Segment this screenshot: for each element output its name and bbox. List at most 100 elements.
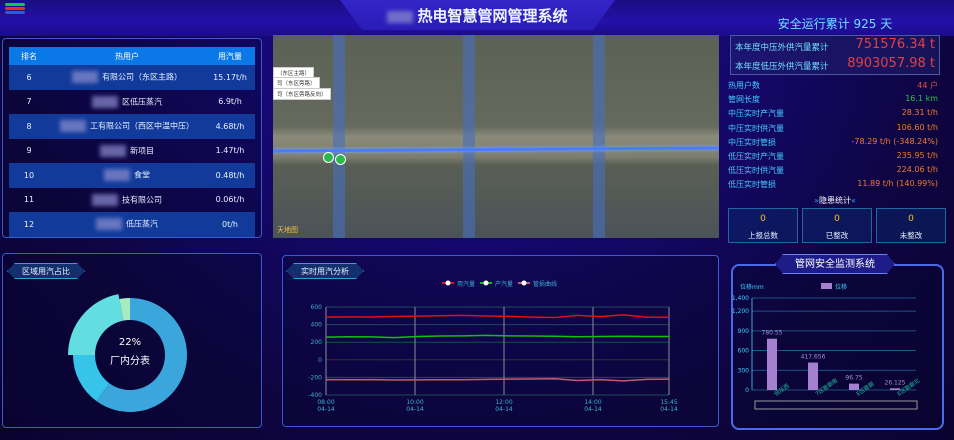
bar-value-label: 96.75 [845,375,862,382]
legend-label[interactable]: 产汽量 [495,280,513,288]
stat-row: 低压实时管损 11.89 t/h (140.99%) [728,179,938,190]
usage-cell: 1.47t/h [215,146,245,156]
page-title-text: 热电智慧管网管理系统 [417,7,568,25]
bar[interactable] [849,383,859,390]
stat-label: 热用户数 [728,81,760,90]
y-tick-label: 600 [311,304,323,311]
stat-row: 中压实时供汽量 106.60 t/h [728,123,938,134]
x-tick-label: 08:00 [317,399,334,406]
legend-label[interactable]: 管损曲线 [533,280,557,288]
donut-chart [68,294,187,412]
map-watermark: 天地图 [277,226,298,234]
bar-chart-title-text: 管网安全监测系统 [795,259,875,270]
hazard-box[interactable]: 0 已整改 [802,208,872,243]
rank-cell: 12 [9,212,49,237]
rank-cell: 9 [26,146,32,156]
stat-row: 管网长度 16.1 km [728,94,938,105]
hazard-label: 上报总数 [748,231,778,240]
table-row[interactable]: 9 新项目 1.47t/h [9,139,255,164]
user-cell: 食堂 [49,163,205,188]
bar-value-label: 780.55 [762,330,783,337]
bar[interactable] [808,362,818,390]
stat-value: 235.95 t/h [896,151,938,160]
col-rank: 排名 [9,47,49,65]
y-tick-label: 0 [318,357,322,364]
hazard-count: 0 [760,214,766,224]
line-chart: 用汽量 产汽量 管损曲线6004002000-200-40008:0004-1410… [308,280,678,413]
line-chart-panel [282,255,719,427]
stat-row: 低压实时供汽量 224.06 t/h [728,165,938,176]
legend-label[interactable]: 位移 [835,283,847,291]
x-tick-date: 04-14 [584,406,602,413]
hazard-count: 0 [834,214,840,224]
rank-cell: 11 [23,195,35,205]
legend-label[interactable]: 用汽量 [457,280,475,288]
series-line[interactable] [325,334,669,339]
user-cell: 新项目 [49,139,205,164]
redacted-text [92,95,118,108]
donut-slice[interactable] [68,294,124,355]
series-line[interactable] [325,377,670,382]
rank-cell: 7 [26,97,32,107]
usage-cell: 0.06t/h [215,195,245,205]
bar-value-label: 26.125 [885,379,906,386]
y-tick-label: 900 [738,328,750,335]
bar[interactable] [890,388,900,390]
table-row[interactable]: 12 低压蒸汽 0t/h [9,212,255,237]
bar-chart-panel [731,264,944,430]
valve-icon[interactable] [323,152,334,163]
y-tick-label: 300 [738,367,750,374]
bar-value-label: 417.656 [801,354,826,361]
x-tick-label: 12:00 [495,399,512,406]
y-tick-label: 200 [311,339,323,346]
redacted-text [60,120,86,133]
table-row[interactable]: 10 食堂 0.48t/h [9,163,255,188]
stat-value: -78.29 t/h (-348.24%) [851,136,939,146]
usage-cell: 6.9t/h [218,97,242,107]
user-cell: 有限公司（东区主路） [49,65,205,90]
hazard-box[interactable]: 0 未整改 [876,208,946,243]
pipeline[interactable] [273,146,719,153]
stat-label: 中压实时产汽量 [728,109,784,119]
table-row[interactable]: 11 技有限公司 0.06t/h [9,188,255,213]
chevron-right-icon: » [814,196,819,205]
map-view[interactable]: （东区主路） 司（东区旁路） 司（东区旁路反向） 天地图 [273,35,719,238]
redacted-text [100,144,126,157]
map-label[interactable]: 司（东区旁路反向） [273,88,331,100]
y-tick-label: 400 [311,322,323,329]
user-cell: 区低压蒸汽 [49,90,205,115]
donut-slice[interactable] [119,298,130,321]
hazard-title: »隐患统计« [790,195,880,206]
scroll-slider[interactable] [754,400,918,410]
table-row[interactable]: 7 区低压蒸汽 6.9t/h [9,90,255,115]
donut-slice[interactable] [96,298,187,412]
donut-slice[interactable] [73,355,110,402]
stat-label: 管网长度 [728,95,760,105]
stat-label: 低压实时管损 [728,180,776,190]
donut-center-label: 厂内分表 [110,356,150,367]
stat-value: 106.60 t/h [896,122,938,132]
valve-icon[interactable] [335,154,346,165]
x-tick-label: 10:00 [406,399,423,406]
table-header: 排名 热用户 用汽量 [9,47,255,65]
table-row[interactable]: 8 工有限公司（西区中温中压） 4.68t/h [9,114,255,139]
hazard-label: 未整改 [899,231,923,240]
bar-chart-title: 管网安全监测系统 [775,254,895,274]
hazard-count: 0 [908,214,914,224]
y-tick-label: 1,200 [732,308,749,315]
title-plate [340,0,615,30]
y-tick-label: -400 [308,392,322,399]
totals-box [730,35,940,75]
usage-cell: 15.17t/h [205,65,255,90]
bar[interactable] [767,338,777,390]
hazard-box[interactable]: 0 上报总数 [728,208,798,243]
stat-label: 低压实时产汽量 [728,152,784,161]
col-user: 热用户 [49,47,205,65]
x-tick-date: 04-14 [660,406,678,413]
redacted-text [96,218,122,231]
series-line[interactable] [325,314,670,319]
y-tick-label: 600 [738,348,750,355]
x-tick-date: 04-14 [406,406,424,413]
table-row[interactable]: 6 有限公司（东区主路） 15.17t/h [9,65,255,90]
donut-title: 区域用汽占比 [7,263,85,279]
